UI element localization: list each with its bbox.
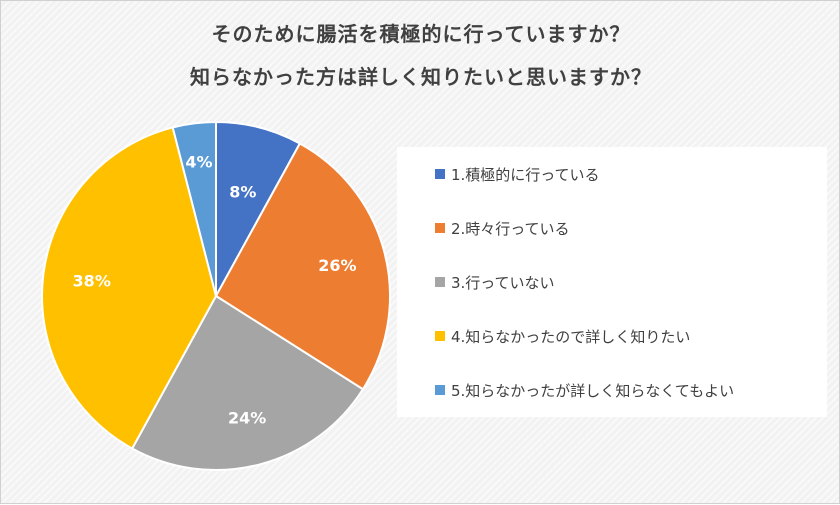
- legend-swatch-3: [435, 277, 445, 287]
- legend-item-2: 2.時々行っている: [435, 217, 570, 239]
- chart-title-line-1: そのために腸活を積極的に行っていますか？: [211, 22, 631, 46]
- pie-slice-4: [41, 126, 218, 450]
- pie-slice-label-5: 4%: [185, 152, 212, 171]
- legend-item-1: 1.積極的に行っている: [435, 163, 600, 185]
- pie-slice-2: [214, 142, 391, 391]
- pie-slice-label-1: 8%: [229, 183, 256, 202]
- legend-swatch-1: [435, 169, 445, 179]
- pie-slice-label-2: 26%: [318, 256, 356, 275]
- legend-swatch-4: [435, 331, 445, 341]
- pie-slice-5: [171, 120, 217, 297]
- pie-slice-label-4: 38%: [73, 271, 111, 290]
- legend-label-4: 4.知らなかったので詳しく知りたい: [451, 327, 691, 346]
- legend-label-1: 1.積極的に行っている: [451, 165, 600, 184]
- chart-title-line-2: 知らなかった方は詳しく知りたいと思いますか？: [190, 65, 652, 89]
- legend-item-4: 4.知らなかったので詳しく知りたい: [435, 325, 690, 347]
- pie-slice-3: [130, 294, 365, 471]
- legend-item-3: 3.行っていない: [435, 271, 555, 293]
- pie-slice-label-3: 24%: [228, 408, 266, 427]
- chart-legend: 1.積極的に行っている 2.時々行っている 3.行っていない 4.知らなかったので詳し…: [397, 147, 827, 417]
- legend-swatch-5: [435, 385, 445, 395]
- legend-label-2: 2.時々行っている: [451, 219, 570, 238]
- legend-label-3: 3.行っていない: [451, 273, 555, 292]
- legend-label-5: 5.知らなかったが詳しく知らなくてもよい: [451, 381, 735, 400]
- legend-swatch-2: [435, 223, 445, 233]
- legend-item-5: 5.知らなかったが詳しく知らなくてもよい: [435, 379, 734, 401]
